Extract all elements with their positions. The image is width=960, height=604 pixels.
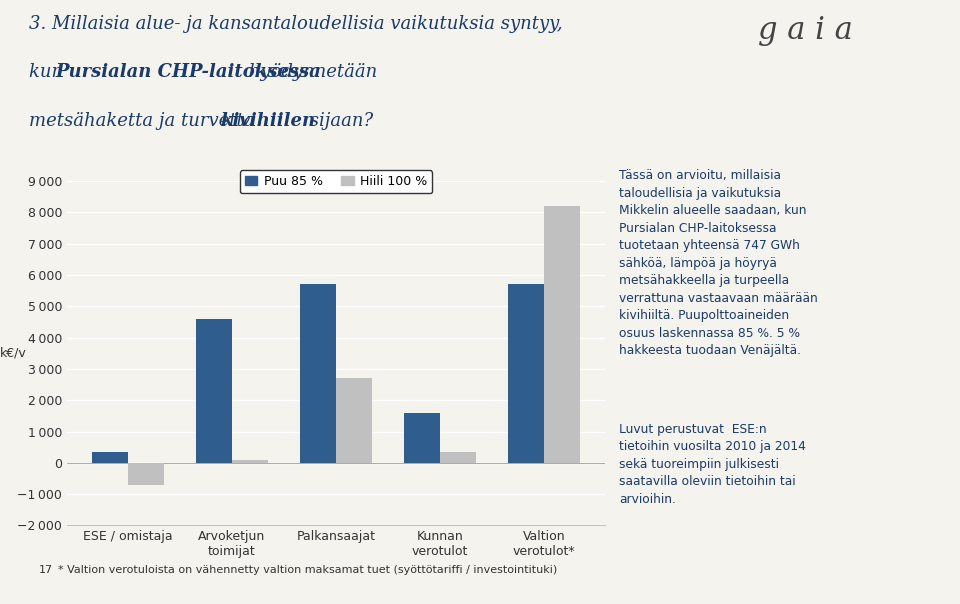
Text: Luvut perustuvat  ESE:n
tietoihin vuosilta 2010 ja 2014
sekä tuoreimpiin julkise: Luvut perustuvat ESE:n tietoihin vuosilt…: [619, 423, 806, 506]
Bar: [440, 452, 476, 463]
Bar: [403, 413, 440, 463]
Bar: [128, 463, 164, 485]
Bar: [336, 378, 372, 463]
Bar: [508, 284, 544, 463]
Text: Tässä on arvioitu, millaisia
taloudellisia ja vaikutuksia
Mikkelin alueelle saad: Tässä on arvioitu, millaisia taloudellis…: [619, 169, 818, 357]
Text: sijaan?: sijaan?: [304, 112, 373, 130]
Text: metsähaketta ja turvetta: metsähaketta ja turvetta: [29, 112, 260, 130]
Text: hyödynnetään: hyödynnetään: [243, 63, 377, 82]
Legend: Puu 85 %, Hiili 100 %: Puu 85 %, Hiili 100 %: [240, 170, 432, 193]
Text: kun: kun: [29, 63, 69, 82]
Text: 17: 17: [38, 565, 53, 575]
Bar: [232, 460, 269, 463]
Bar: [300, 284, 336, 463]
Text: kivihiilen: kivihiilen: [221, 112, 316, 130]
Text: g a i a: g a i a: [758, 15, 853, 46]
Text: * Valtion verotuloista on vähennetty valtion maksamat tuet (syöttötariffi / inve: * Valtion verotuloista on vähennetty val…: [58, 565, 557, 575]
Y-axis label: k€/v: k€/v: [0, 347, 27, 360]
Text: Pursialan CHP-laitoksessa: Pursialan CHP-laitoksessa: [56, 63, 322, 82]
Bar: [196, 319, 232, 463]
Bar: [544, 206, 581, 463]
Text: 3. Millaisia alue- ja kansantaloudellisia vaikutuksia syntyy,: 3. Millaisia alue- ja kansantaloudellisi…: [29, 15, 563, 33]
Bar: [91, 452, 128, 463]
